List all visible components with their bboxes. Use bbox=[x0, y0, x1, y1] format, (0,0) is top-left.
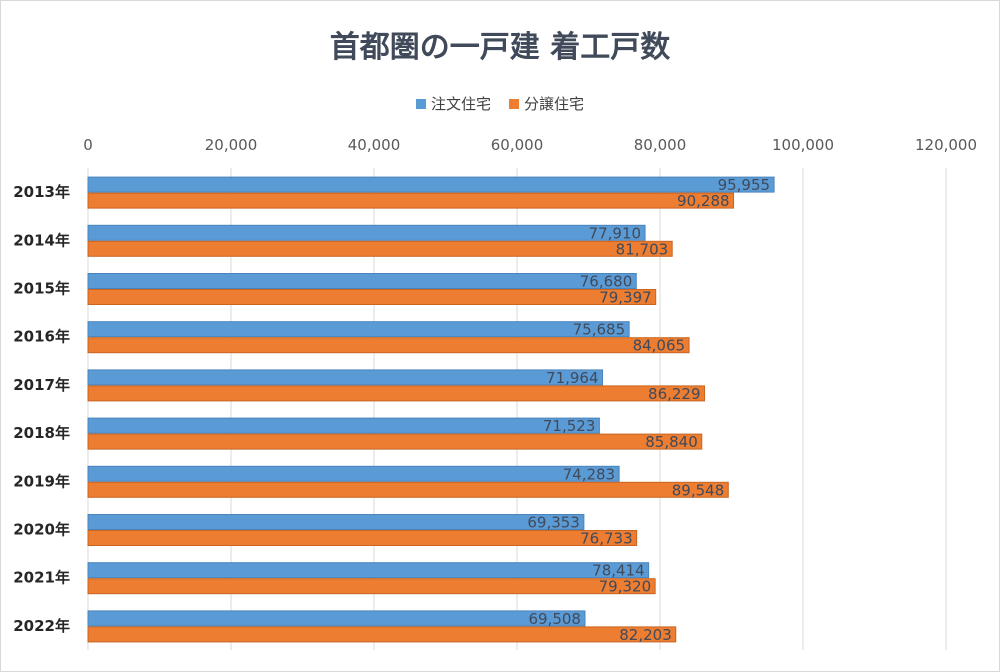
data-label: 90,288 bbox=[677, 192, 730, 210]
bar-chumon bbox=[87, 417, 600, 434]
chart-title: 首都圏の一戸建 着工戸数 bbox=[329, 30, 671, 65]
x-tick-label: 60,000 bbox=[491, 136, 544, 154]
data-label: 71,964 bbox=[546, 369, 599, 387]
y-category-label: 2017年 bbox=[13, 376, 70, 394]
data-label: 71,523 bbox=[543, 417, 596, 435]
bar-chumon bbox=[87, 465, 620, 482]
y-category-label: 2015年 bbox=[13, 280, 70, 298]
data-label: 84,065 bbox=[633, 337, 686, 355]
legend-item-bunjo: 分譲住宅 bbox=[509, 93, 584, 114]
bar-chumon bbox=[87, 369, 604, 386]
bar-bunjo bbox=[87, 240, 673, 257]
bar-bunjo bbox=[87, 433, 703, 450]
x-tick-label: 20,000 bbox=[205, 136, 258, 154]
data-label: 69,353 bbox=[527, 514, 580, 532]
x-tick-label: 80,000 bbox=[634, 136, 687, 154]
data-label: 77,910 bbox=[589, 224, 642, 242]
bar-bunjo bbox=[87, 481, 729, 498]
bar-bunjo bbox=[87, 626, 677, 643]
bar-bunjo bbox=[87, 385, 706, 402]
y-category-label: 2018年 bbox=[13, 424, 70, 442]
bar-chumon bbox=[87, 610, 586, 627]
bar-chumon bbox=[87, 224, 646, 241]
y-category-label: 2022年 bbox=[13, 617, 70, 635]
chart-legend: 注文住宅 分譲住宅 bbox=[0, 93, 1000, 114]
data-label: 82,203 bbox=[619, 626, 672, 644]
bar-chumon bbox=[87, 176, 775, 193]
data-label: 74,283 bbox=[563, 465, 616, 483]
data-label: 81,703 bbox=[616, 240, 669, 258]
x-tick-label: 100,000 bbox=[772, 136, 834, 154]
y-category-label: 2020年 bbox=[13, 521, 70, 539]
y-category-label: 2014年 bbox=[13, 231, 70, 249]
data-label: 78,414 bbox=[592, 562, 645, 580]
y-category-label: 2013年 bbox=[13, 183, 70, 201]
bar-chumon bbox=[87, 562, 650, 579]
data-label: 69,508 bbox=[528, 610, 581, 628]
y-category-label: 2016年 bbox=[13, 328, 70, 346]
data-label: 76,680 bbox=[580, 273, 633, 291]
bar-bunjo bbox=[87, 192, 735, 209]
bar-chumon bbox=[87, 273, 637, 289]
data-label: 79,397 bbox=[599, 289, 652, 307]
bar-bunjo bbox=[87, 289, 657, 305]
data-label: 76,733 bbox=[580, 530, 633, 548]
legend-swatch-bunjo bbox=[509, 98, 519, 109]
y-category-label: 2019年 bbox=[13, 472, 70, 490]
legend-item-chumon: 注文住宅 bbox=[415, 93, 491, 114]
legend-label-chumon: 注文住宅 bbox=[430, 95, 491, 113]
x-tick-label: 0 bbox=[83, 136, 93, 154]
bar-bunjo bbox=[87, 337, 690, 354]
bar-chumon bbox=[87, 514, 585, 530]
data-label: 79,320 bbox=[599, 578, 652, 596]
bar-chumon bbox=[87, 321, 630, 338]
legend-label-bunjo: 分譲住宅 bbox=[524, 95, 585, 113]
data-label: 86,229 bbox=[648, 385, 701, 403]
data-label: 89,548 bbox=[672, 481, 725, 499]
y-category-label: 2021年 bbox=[13, 569, 70, 587]
data-label: 95,955 bbox=[718, 176, 771, 194]
bar-bunjo bbox=[87, 530, 638, 546]
bar-bunjo bbox=[87, 578, 656, 595]
legend-swatch-chumon bbox=[415, 98, 426, 109]
data-label: 75,685 bbox=[573, 321, 626, 339]
x-tick-label: 120,000 bbox=[915, 136, 977, 154]
x-tick-label: 40,000 bbox=[348, 136, 401, 154]
data-label: 85,840 bbox=[645, 433, 698, 451]
